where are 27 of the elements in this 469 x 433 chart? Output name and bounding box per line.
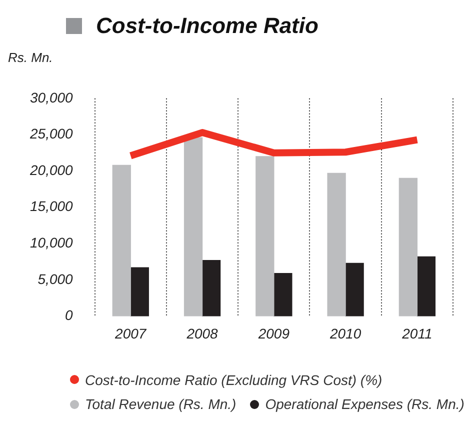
x-tick-label: 2007 — [114, 325, 148, 342]
bar — [184, 137, 203, 316]
bar — [130, 267, 149, 316]
y-tick-label: 15,000 — [30, 198, 74, 214]
legend-label: Cost-to-Income Ratio (Excluding VRS Cost) (%) — [85, 370, 382, 390]
y-tick-label: 30,000 — [30, 89, 74, 106]
y-tick-label: 25,000 — [28, 126, 74, 142]
y-tick-label: 5,000 — [38, 270, 74, 287]
x-tick-label: 2008 — [186, 325, 218, 342]
x-tick-label: 2011 — [401, 325, 432, 342]
y-tick-label: 20,000 — [28, 162, 74, 178]
chart-title: Cost-to-Income Ratio — [96, 13, 318, 39]
bar — [345, 262, 364, 316]
y-tick-label: 10,000 — [30, 234, 74, 250]
y-axis-title: Rs. Mn. — [8, 50, 54, 67]
bar — [416, 256, 436, 316]
bar — [202, 260, 221, 316]
legend-label: Total Revenue (Rs. Mn.) — [85, 395, 236, 414]
x-tick-label: 2009 — [257, 325, 290, 342]
bar — [112, 164, 131, 316]
legend-label: Operational Expenses (Rs. Mn.) — [265, 395, 464, 414]
y-tick-label: 0 — [65, 307, 74, 324]
bar — [327, 172, 346, 316]
bar — [398, 178, 418, 316]
bar — [274, 273, 292, 316]
x-tick-label: 2010 — [328, 325, 362, 342]
bar — [256, 156, 274, 316]
